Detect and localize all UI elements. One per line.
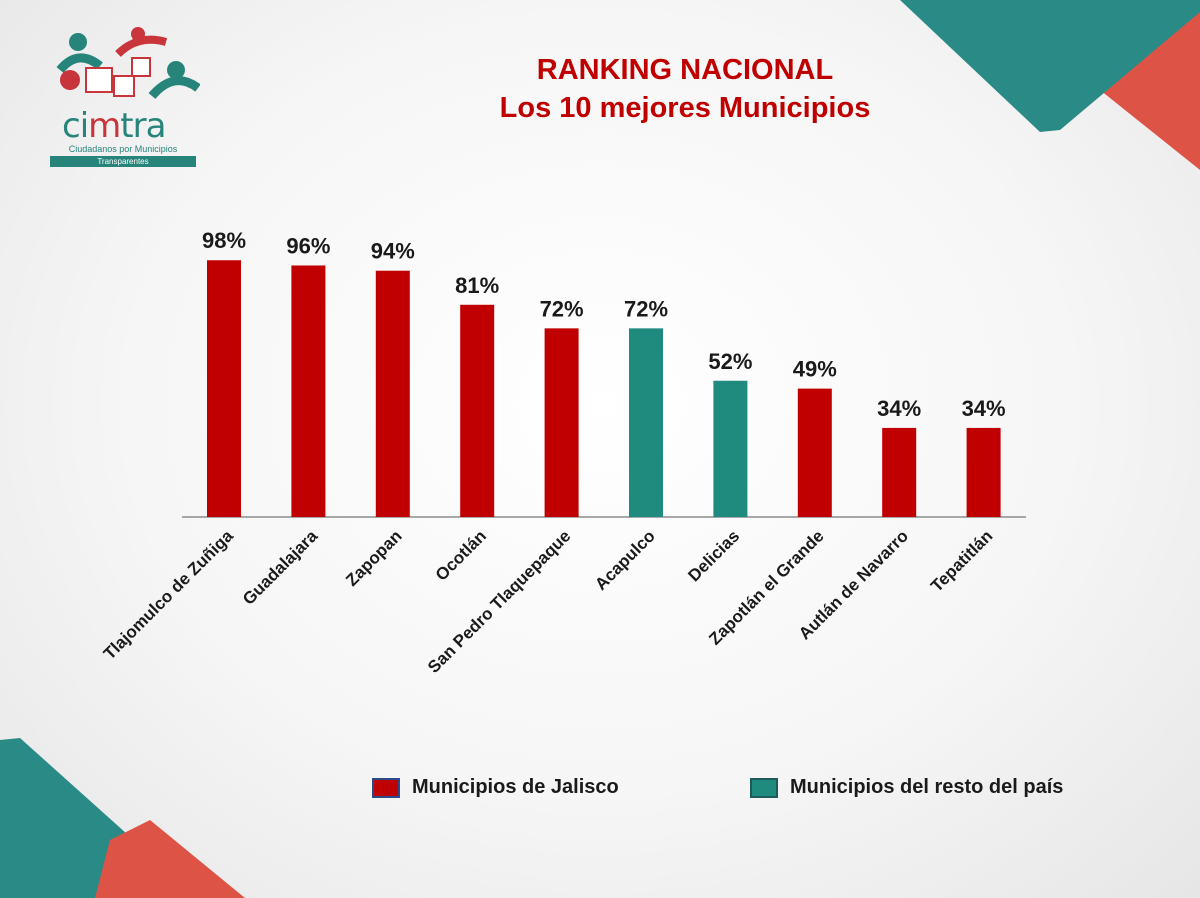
bar (460, 304, 495, 517)
chart-title: RANKING NACIONAL (536, 54, 834, 86)
bar-value-label: 49% (793, 357, 837, 382)
category-label: Tepatitlán (927, 526, 996, 595)
category-label: Tlajomulco de Zuñiga (100, 526, 237, 663)
legend-item-jalisco: Municipios de Jalisco (372, 776, 619, 799)
bar-value-label: 52% (708, 349, 752, 374)
logo-wordmark: cimtra (62, 106, 166, 146)
legend-label-resto: Municipios del resto del país (790, 776, 1064, 798)
logo-tagline-bar: Transparentes (50, 156, 196, 167)
logo-tagline: Ciudadanos por Municipios (68, 144, 178, 154)
bar-value-label: 34% (962, 396, 1006, 421)
bar (207, 260, 241, 517)
bar (291, 265, 326, 517)
bar (713, 380, 748, 517)
bar-value-label: 34% (877, 396, 921, 421)
bar (797, 388, 832, 517)
bar-value-label: 96% (286, 233, 330, 258)
bar-value-label: 94% (371, 239, 415, 264)
corner-shape-teal-top (900, 0, 1200, 132)
bar (375, 270, 410, 517)
category-label: San Pedro Tlaquepaque (424, 526, 574, 676)
legend-label-jalisco: Municipios de Jalisco (412, 776, 619, 798)
bar (882, 427, 917, 517)
bar (966, 427, 1001, 517)
bar (629, 328, 663, 517)
bar-value-label: 72% (624, 296, 668, 321)
bar-value-label: 81% (455, 273, 499, 298)
corner-shape-red-bottom (95, 820, 245, 898)
category-label: Delicias (684, 526, 743, 585)
chart-subtitle: Los 10 mejores Municipios (499, 92, 871, 124)
category-label: Guadalajara (239, 526, 322, 609)
legend-swatch-resto (750, 777, 778, 798)
legend-item-resto: Municipios del resto del país (750, 776, 1063, 799)
bar (544, 328, 579, 517)
bar-value-label: 72% (540, 296, 584, 321)
category-label: Zapopan (342, 526, 406, 590)
cimtra-logo: cimtra Ciudadanos por Municipios Transpa… (48, 20, 200, 170)
category-label: Acapulco (591, 526, 659, 594)
logo-figures-icon (56, 27, 200, 100)
category-label: Ocotlán (432, 526, 490, 584)
legend-swatch-jalisco (372, 777, 400, 798)
bar-value-label: 98% (202, 228, 246, 253)
